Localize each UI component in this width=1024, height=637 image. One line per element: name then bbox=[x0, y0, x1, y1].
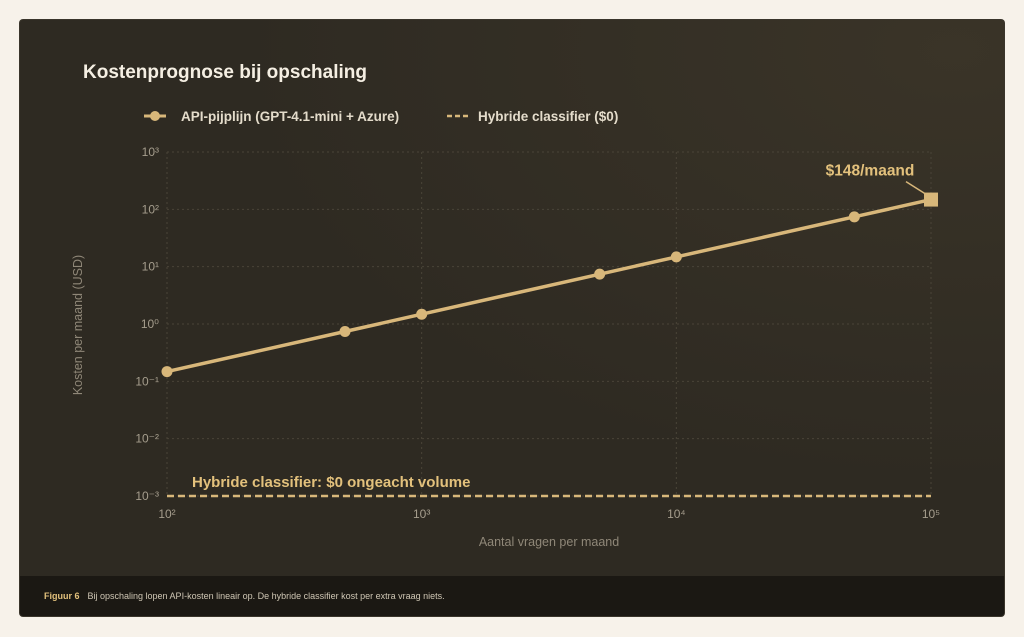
api-point bbox=[339, 325, 351, 337]
x-tick-label: 10⁵ bbox=[922, 507, 940, 521]
y-tick-label: 10¹ bbox=[142, 260, 159, 274]
api-point bbox=[161, 366, 173, 378]
cost-chart: Kostenprognose bij opschaling API-pijpli… bbox=[71, 62, 940, 549]
x-tick-label: 10⁴ bbox=[667, 507, 686, 521]
series-api bbox=[161, 192, 938, 378]
annotation-hybrid: Hybride classifier: $0 ongeacht volume bbox=[192, 474, 470, 491]
callout-leader bbox=[905, 180, 926, 195]
figure-card: Kostenprognose bij opschaling API-pijpli… bbox=[20, 20, 1004, 616]
caption-label: Figuur 6 bbox=[44, 591, 80, 601]
api-line bbox=[166, 197, 932, 374]
x-tick-label: 10³ bbox=[413, 507, 430, 521]
chart-title: Kostenprognose bij opschaling bbox=[83, 62, 367, 83]
caption-text: Bij opschaling lopen API-kosten lineair … bbox=[87, 591, 445, 601]
api-point bbox=[670, 251, 682, 263]
y-tick-label: 10⁻¹ bbox=[135, 374, 159, 388]
y-tick-label: 10³ bbox=[142, 145, 159, 159]
legend: API-pijplijn (GPT-4.1-mini + Azure) Hybr… bbox=[144, 109, 618, 124]
api-end-marker bbox=[924, 192, 938, 207]
y-tick-label: 10⁻³ bbox=[135, 489, 159, 503]
y-tick-label: 10⁰ bbox=[141, 317, 159, 331]
y-axis-ticks: 10³ 10² 10¹ 10⁰ 10⁻¹ 10⁻² 10⁻³ bbox=[135, 145, 159, 503]
api-point bbox=[594, 268, 606, 280]
x-axis-label: Aantal vragen per maand bbox=[479, 535, 619, 549]
annotation-end-cost: $148/maand bbox=[826, 163, 915, 180]
legend-api-label: API-pijplijn (GPT-4.1-mini + Azure) bbox=[181, 109, 399, 124]
y-axis-label: Kosten per maand (USD) bbox=[71, 255, 85, 395]
grid bbox=[166, 151, 932, 497]
x-axis-ticks: 10² 10³ 10⁴ 10⁵ bbox=[158, 507, 940, 521]
figure-caption: Figuur 6 Bij opschaling lopen API-kosten… bbox=[20, 576, 1004, 616]
legend-hybrid-label: Hybride classifier ($0) bbox=[478, 109, 618, 124]
y-tick-label: 10² bbox=[142, 202, 159, 216]
api-point bbox=[848, 211, 860, 223]
y-tick-label: 10⁻² bbox=[135, 432, 159, 446]
api-point bbox=[416, 308, 428, 320]
legend-api-marker bbox=[150, 111, 160, 121]
x-tick-label: 10² bbox=[158, 507, 175, 521]
